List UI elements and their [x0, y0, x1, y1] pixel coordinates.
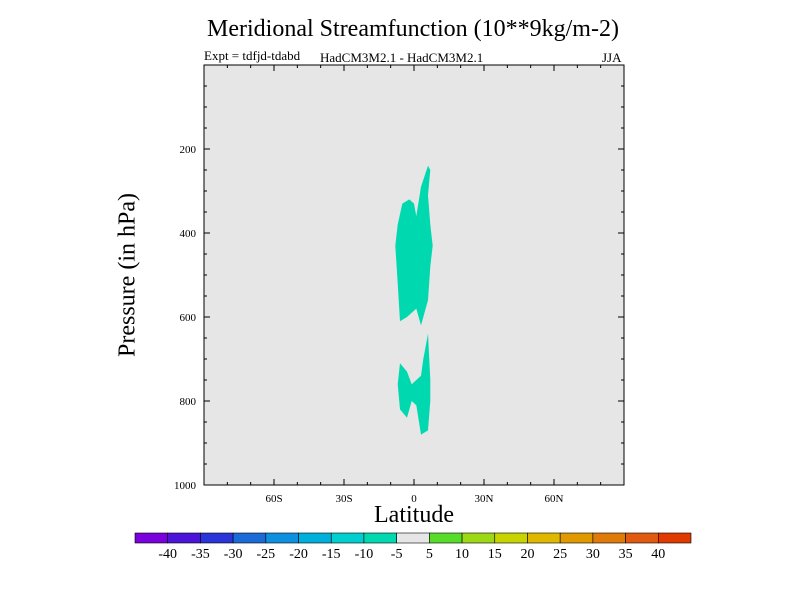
colorbar-label: 20: [520, 547, 534, 562]
colorbar-swatch: [298, 532, 332, 544]
x-tick-label: 30S: [335, 493, 352, 505]
colorbar-swatch: [363, 532, 397, 544]
colorbar-swatch: [396, 532, 430, 544]
colorbar-swatch: [134, 532, 169, 544]
colorbar-swatch: [592, 532, 626, 544]
y-tick-label: 200: [180, 144, 197, 156]
colorbar-label: 15: [488, 547, 502, 562]
colorbar-label: -20: [289, 547, 308, 562]
colorbar-swatch: [494, 532, 528, 544]
x-tick-label: 0: [411, 493, 417, 505]
x-axis-label: Latitude: [374, 502, 454, 528]
colorbar-label: -40: [158, 547, 177, 562]
plot-frame: [203, 64, 625, 486]
contour-region-upper-cell: [395, 165, 433, 326]
x-tick-label: 60N: [545, 493, 564, 505]
colorbar-swatch: [657, 532, 692, 544]
x-tick-label: 60S: [265, 493, 282, 505]
models-label: HadCM3M2.1 - HadCM3M2.1: [320, 50, 484, 65]
colorbar-label: -15: [322, 547, 341, 562]
colorbar-swatch: [167, 532, 201, 544]
contour-region-lower-cell: [397, 333, 431, 435]
colorbar-swatch: [559, 532, 594, 544]
y-tick-label: 800: [180, 396, 197, 408]
colorbar-label: -30: [224, 547, 243, 562]
colorbar-label: 40: [651, 547, 665, 562]
colorbar-swatch: [200, 532, 234, 544]
y-tick-label: 600: [180, 312, 197, 324]
colorbar-label: 10: [455, 547, 469, 562]
colorbar-swatch: [461, 532, 496, 544]
colorbar-swatch: [265, 532, 299, 544]
experiment-label: Expt = tdfjd-tdabd: [204, 48, 301, 63]
colorbar-label: 30: [586, 547, 600, 562]
colorbar-label: 35: [619, 547, 633, 562]
season-label: JJA: [602, 50, 622, 65]
contour-regions: [395, 165, 433, 435]
colorbar-swatch: [625, 532, 659, 544]
colorbar-label: -25: [256, 547, 275, 562]
chart-title: Meridional Streamfunction (10**9kg/m-2): [207, 16, 619, 42]
colorbar-swatch: [429, 532, 463, 544]
colorbar-label: 25: [553, 547, 567, 562]
colorbar-swatch: [232, 532, 267, 544]
x-tick-label: 30N: [475, 493, 494, 505]
colorbar: -40 -35 -30 -25 -20 -15 -10 -5 5 10 15 20 25 30 35 40: [134, 532, 692, 562]
colorbar-label: -35: [191, 547, 210, 562]
colorbar-label: -5: [391, 547, 403, 562]
colorbar-label: -10: [355, 547, 374, 562]
colorbar-swatch: [330, 532, 365, 544]
y-tick-label: 400: [180, 228, 197, 240]
y-tick-label: 1000: [174, 480, 197, 492]
colorbar-label: 5: [426, 547, 433, 562]
colorbar-swatch: [527, 532, 561, 544]
